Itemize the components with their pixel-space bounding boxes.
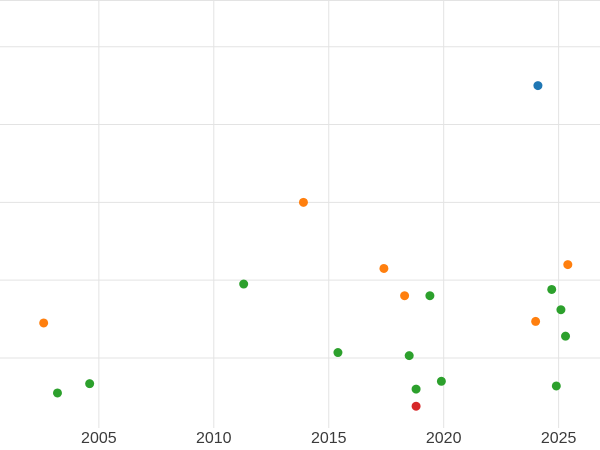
data-point-green [436, 376, 446, 386]
data-point-green [404, 351, 414, 361]
x-tick-label: 2005 [81, 430, 117, 447]
data-point-green [333, 348, 343, 358]
data-point-green [556, 305, 566, 315]
x-tick-label: 2020 [425, 430, 462, 447]
data-point-green [239, 279, 249, 289]
x-tick-label: 2010 [195, 430, 232, 447]
data-point-green [425, 291, 435, 301]
x-tick-label: 2025 [540, 430, 577, 447]
x-axis-tick-labels: 2005 2010 2015 2020 2025 [0, 428, 600, 450]
x-tick-label: 2015 [310, 430, 347, 447]
data-point-orange [400, 291, 410, 301]
data-point-orange [298, 197, 308, 207]
data-point-green [561, 331, 571, 341]
data-point-green [411, 384, 421, 394]
plot-area [0, 0, 600, 428]
data-point-orange [379, 263, 389, 273]
data-point-orange [563, 260, 573, 270]
data-point-green [547, 284, 557, 294]
data-point-green [551, 381, 561, 391]
data-point-green [52, 388, 62, 398]
data-point-orange [39, 318, 49, 328]
data-point-blue [533, 81, 543, 91]
data-point-orange [531, 316, 541, 326]
data-point-red [411, 401, 421, 411]
data-point-green [85, 379, 95, 389]
